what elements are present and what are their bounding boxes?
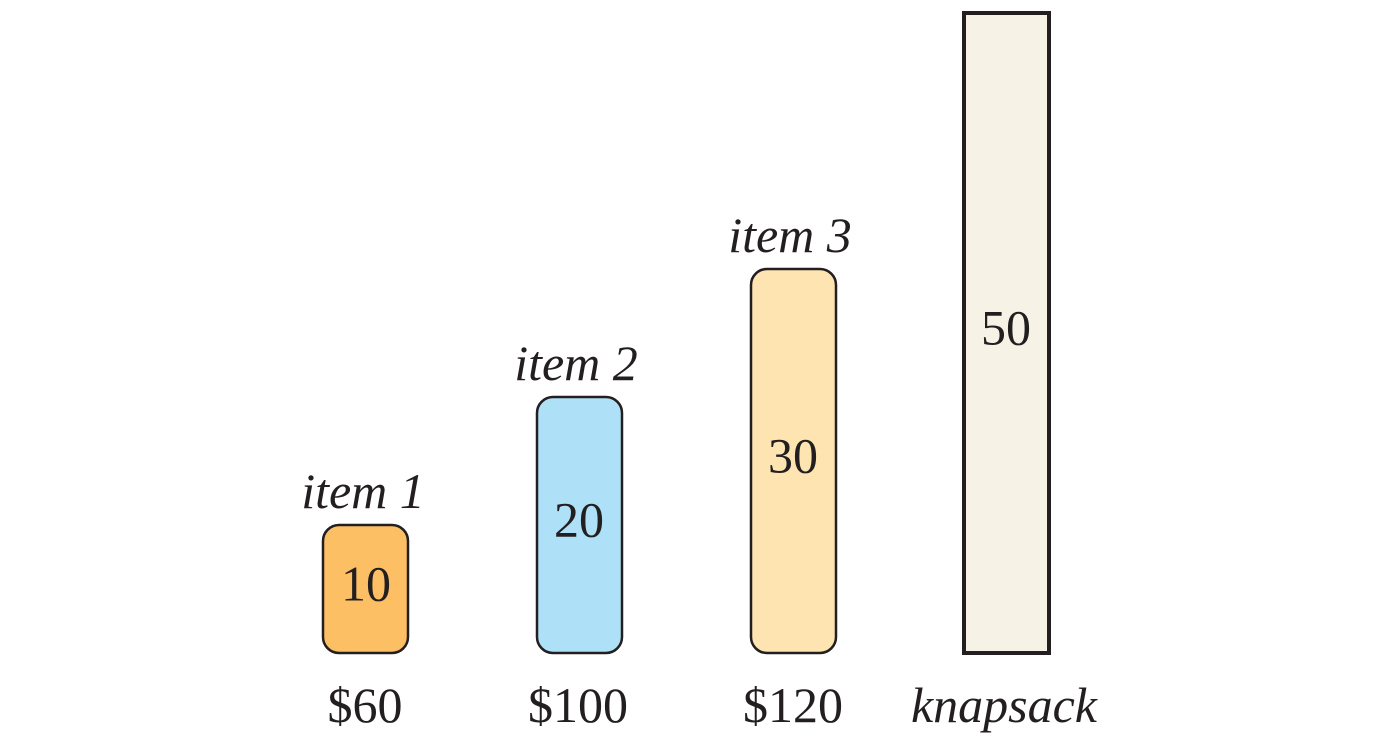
item-2-value: $100 [528,677,628,733]
knapsack-block [962,11,1051,655]
item-3: item 3 30 $120 [728,207,852,733]
item-1-block [321,523,410,655]
item-2-block [535,395,624,655]
item-3-label: item 3 [728,207,852,263]
knapsack-capacity: 50 [981,299,1031,355]
item-3-value: $120 [743,677,843,733]
item-1: item 1 10 $60 [301,463,425,733]
item-2-label: item 2 [514,335,638,391]
item-3-weight: 30 [768,427,818,483]
item-1-value: $60 [328,677,403,733]
knapsack: 50 knapsack [911,11,1098,733]
item-1-weight: 10 [341,555,391,611]
item-2: item 2 20 $100 [514,335,638,733]
knapsack-label: knapsack [911,677,1098,733]
item-3-block [749,267,838,655]
item-1-label: item 1 [301,463,425,519]
item-2-weight: 20 [554,491,604,547]
